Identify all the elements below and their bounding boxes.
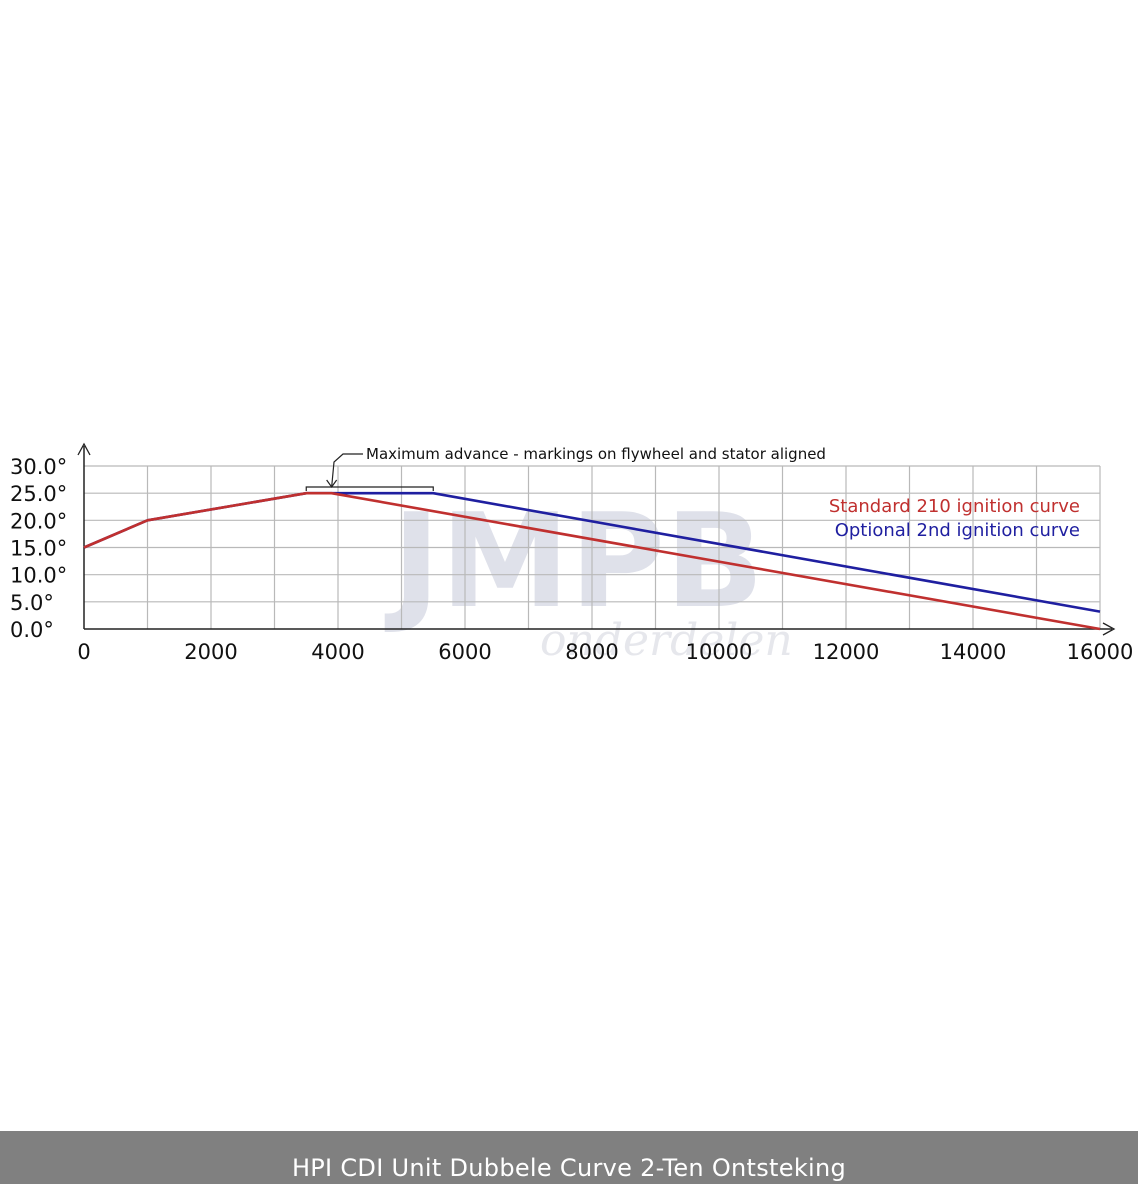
x-tick-label: 12000	[813, 640, 880, 664]
y-tick-label: 0.0°	[10, 618, 54, 642]
annotation-text: Maximum advance - markings on flywheel a…	[366, 445, 826, 463]
grid	[84, 465, 1101, 629]
y-axis-arrow	[77, 442, 91, 456]
y-tick-label: 25.0°	[10, 482, 67, 506]
annotation: Maximum advance - markings on flywheel a…	[305, 445, 826, 491]
legend: Standard 210 ignition curve Optional 2nd …	[829, 496, 1080, 541]
annotation-leader-line	[331, 453, 363, 488]
annotation-arrow	[326, 479, 338, 489]
caption-bar: HPI CDI Unit Dubbele Curve 2-Ten Ontstek…	[0, 1131, 1138, 1184]
x-tick-label: 14000	[940, 640, 1007, 664]
x-axis-arrow	[1102, 622, 1116, 636]
tick-labels: 0 2000 4000 6000 8000 10000 12000 14000 16000 0.0…	[10, 455, 1133, 664]
watermark-logo: JMPB	[384, 485, 764, 637]
x-tick-label: 4000	[311, 640, 364, 664]
y-tick-label: 20.0°	[10, 509, 67, 533]
x-tick-label: 8000	[565, 640, 618, 664]
ignition-curve-chart: JMPB onderdelen 0 2000 4000 6000 8000 10000 12…	[10, 442, 1133, 666]
y-tick-label: 15.0°	[10, 537, 67, 561]
caption-text: HPI CDI Unit Dubbele Curve 2-Ten Ontstek…	[291, 1153, 847, 1182]
annotation-bracket	[305, 486, 434, 491]
axes	[77, 442, 1116, 636]
series-line	[83, 491, 1101, 631]
y-tick-label: 5.0°	[10, 591, 54, 615]
x-tick-label: 16000	[1067, 640, 1134, 664]
legend-entry: Optional 2nd ignition curve	[835, 520, 1080, 541]
y-tick-label: 30.0°	[10, 455, 67, 479]
series-lines	[83, 491, 1101, 631]
watermark: JMPB onderdelen	[384, 485, 793, 666]
legend-entry: Standard 210 ignition curve	[829, 496, 1080, 517]
x-tick-label: 0	[77, 640, 90, 664]
x-tick-label: 2000	[184, 640, 237, 664]
y-tick-label: 10.0°	[10, 564, 67, 588]
x-tick-label: 6000	[438, 640, 491, 664]
x-tick-label: 10000	[686, 640, 753, 664]
watermark-subtext: onderdelen	[540, 615, 793, 666]
